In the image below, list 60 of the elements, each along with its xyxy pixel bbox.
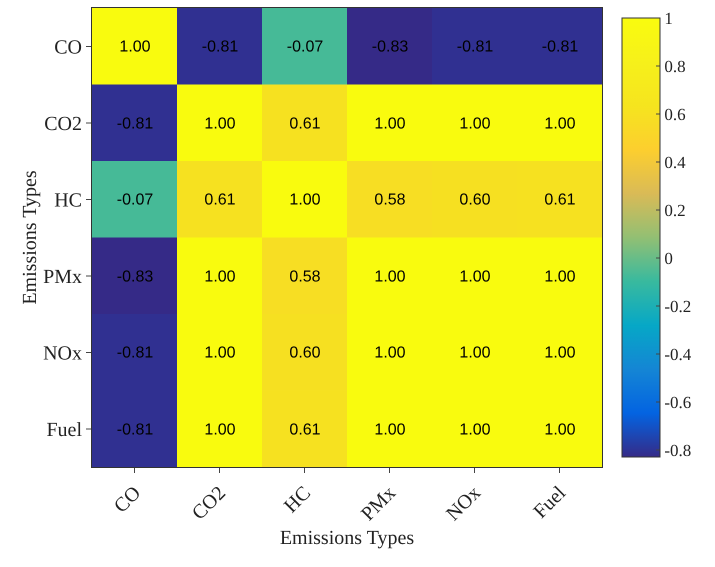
data-label: 1.00 (544, 116, 576, 133)
data-label: 0.58 (289, 268, 321, 286)
color-bar-label: 0.4 (664, 152, 686, 172)
data-label: 1.00 (374, 344, 406, 362)
data-label: 1.00 (544, 344, 576, 362)
data-label: -0.07 (286, 38, 324, 56)
data-label: -0.07 (116, 192, 154, 209)
data-label: 1.00 (459, 116, 491, 133)
data-label: -0.81 (116, 116, 154, 133)
data-label: 1.00 (204, 344, 236, 362)
color-bar-label: 0.8 (664, 56, 686, 76)
data-label: -0.83 (372, 38, 408, 56)
y-tick-label: Fuel (46, 418, 82, 441)
color-bar-label: -0.8 (664, 440, 692, 460)
data-label: 1.00 (544, 422, 576, 439)
data-label: 1.00 (119, 38, 151, 56)
data-label: 0.61 (289, 116, 321, 133)
x-tick-label: CO2 (188, 482, 230, 524)
data-label: 1.00 (289, 192, 321, 209)
color-bar-label: 1 (664, 8, 673, 28)
color-bar-label: -0.6 (664, 392, 692, 412)
data-label: 1.00 (374, 116, 406, 133)
y-tick-label: NOx (43, 342, 82, 364)
data-label: 0.61 (289, 422, 321, 439)
color-bar-label: 0.6 (664, 104, 686, 124)
data-label: -0.83 (116, 268, 154, 286)
data-label: 0.61 (544, 192, 576, 209)
y-axis-title: Emissions Types (19, 170, 42, 305)
data-label: 1.00 (204, 116, 236, 133)
data-label: 0.60 (459, 192, 491, 209)
x-tick-label: Fuel (529, 482, 570, 523)
color-bar-label: -0.4 (664, 344, 692, 364)
data-label: 0.58 (374, 192, 406, 209)
data-label: -0.81 (202, 38, 238, 56)
y-tick-label: HC (54, 189, 82, 212)
color-bar-label: -0.2 (664, 296, 692, 316)
data-label: -0.81 (542, 38, 578, 56)
data-label: 1.00 (374, 422, 406, 439)
data-label: 1.00 (459, 268, 491, 286)
x-tick-label: HC (280, 482, 316, 518)
data-label: 1.00 (374, 268, 406, 286)
data-label: 0.61 (204, 192, 236, 209)
data-label: -0.81 (116, 344, 154, 362)
y-tick-label: PMx (43, 266, 82, 288)
data-label: 1.00 (204, 268, 236, 286)
data-label: 1.00 (204, 422, 236, 439)
data-label: 1.00 (459, 344, 491, 362)
x-tick-label: NOx (442, 482, 486, 526)
data-label: 1.00 (459, 422, 491, 439)
color-bar-label: 0 (664, 248, 673, 268)
data-label: 1.00 (544, 268, 576, 286)
data-label: -0.81 (456, 38, 494, 56)
y-tick-label: CO2 (44, 112, 82, 135)
data-label: 0.60 (289, 344, 321, 362)
x-tick-label: CO (110, 482, 146, 518)
x-axis-title: Emissions Types (280, 527, 414, 550)
x-tick-label: PMx (357, 482, 400, 526)
data-label: -0.81 (116, 422, 154, 439)
y-tick-label: CO (54, 36, 82, 58)
color-bar-label: 0.2 (664, 200, 686, 220)
